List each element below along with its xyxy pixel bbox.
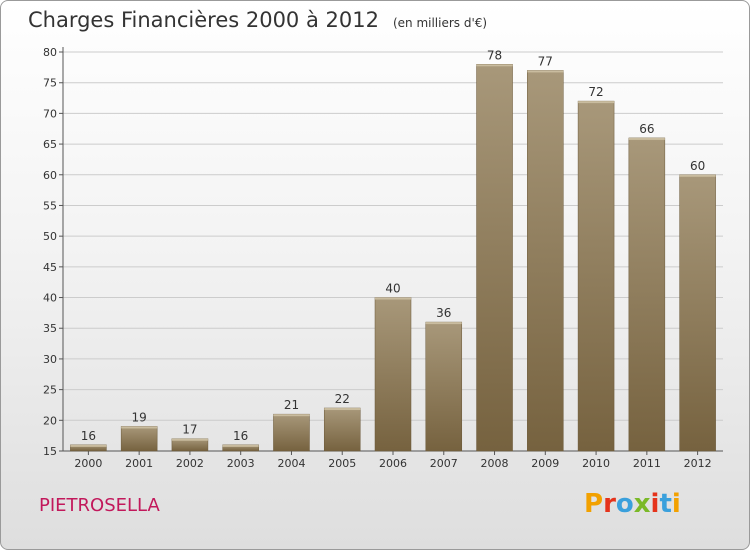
y-tick-label: 70: [43, 107, 57, 120]
labels: 16 2000 19 2001 17 2002 16 2003 21 2004 22 2005 40 20…: [74, 48, 711, 470]
logo-letter: i: [650, 489, 660, 519]
value-label: 78: [487, 48, 502, 62]
logo-letter: o: [615, 489, 634, 519]
bar-2004: [273, 413, 310, 452]
bar-2011: [628, 137, 666, 452]
value-label: 16: [81, 429, 96, 443]
bar-top-highlight: [324, 408, 361, 411]
bar-top-highlight: [222, 444, 259, 447]
x-tick-label: 2005: [328, 457, 356, 470]
x-tick-label: 2001: [125, 457, 153, 470]
y-tick-label: 15: [43, 445, 57, 458]
bar-top-highlight: [70, 444, 107, 447]
value-label: 66: [639, 122, 654, 136]
commune-name: PIETROSELLA: [39, 495, 160, 516]
unit-note: (en milliers d'€): [392, 16, 488, 30]
bar-top-highlight: [171, 438, 208, 441]
value-label: 22: [335, 392, 350, 406]
bar-top-highlight: [578, 101, 615, 104]
bar-top-highlight: [476, 64, 513, 67]
x-tick-label: 2002: [176, 457, 204, 470]
y-tick-label: 75: [43, 77, 57, 90]
value-label: 36: [436, 306, 451, 320]
x-tick-label: 2010: [582, 457, 610, 470]
bar-2006: [374, 297, 412, 452]
logo-letter: i: [671, 489, 681, 519]
x-tick-label: 2009: [531, 457, 559, 470]
logo-letter: r: [603, 489, 616, 519]
bar-top-highlight: [679, 174, 716, 177]
bar-2001: [120, 426, 158, 452]
x-tick-label: 2006: [379, 457, 407, 470]
x-tick-label: 2000: [74, 457, 102, 470]
value-label: 21: [284, 398, 299, 412]
x-tick-label: 2012: [684, 457, 712, 470]
logo-letter: t: [659, 489, 672, 519]
value-label: 16: [233, 429, 248, 443]
bar-top-highlight: [121, 426, 158, 429]
x-tick-label: 2008: [481, 457, 509, 470]
value-label: 60: [690, 159, 705, 173]
y-tick-label: 55: [43, 199, 57, 212]
value-label: 19: [132, 410, 147, 424]
y-tick-label: 20: [43, 414, 57, 427]
bar-2008: [476, 64, 513, 452]
bar-top-highlight: [527, 70, 564, 73]
y-tick-label: 40: [43, 292, 57, 305]
bar-2010: [577, 100, 615, 452]
y-tick-label: 80: [43, 46, 57, 59]
x-tick-label: 2007: [430, 457, 458, 470]
bars: [70, 64, 716, 452]
logo-letter: P: [584, 489, 604, 519]
y-tick-label: 65: [43, 138, 57, 151]
y-tick-label: 60: [43, 169, 57, 182]
bar-top-highlight: [375, 297, 411, 300]
bar-top-highlight: [628, 137, 665, 140]
y-tick-label: 30: [43, 353, 57, 366]
logo-letter: x: [633, 489, 651, 519]
bar-2012: [679, 174, 716, 452]
y-tick-label: 50: [43, 230, 57, 243]
bar-2009: [527, 70, 564, 452]
y-tick-label: 35: [43, 322, 57, 335]
chart-title: Charges Financières 2000 à 2012 (en milli…: [28, 8, 487, 32]
x-tick-label: 2011: [633, 457, 661, 470]
bar-2005: [323, 407, 361, 452]
y-tick-label: 45: [43, 261, 57, 274]
proxiti-logo: Proxiti: [584, 489, 681, 519]
value-label: 77: [538, 54, 553, 68]
value-label: 72: [588, 85, 603, 99]
value-label: 40: [385, 282, 400, 296]
title-text: Charges Financières 2000 à 2012: [28, 8, 379, 32]
bar-top-highlight: [273, 414, 310, 417]
bar-top-highlight: [425, 322, 462, 325]
bar-2007: [425, 321, 463, 452]
x-tick-label: 2003: [227, 457, 255, 470]
y-tick-label: 25: [43, 384, 57, 397]
x-tick-label: 2004: [277, 457, 305, 470]
value-label: 17: [182, 423, 197, 437]
